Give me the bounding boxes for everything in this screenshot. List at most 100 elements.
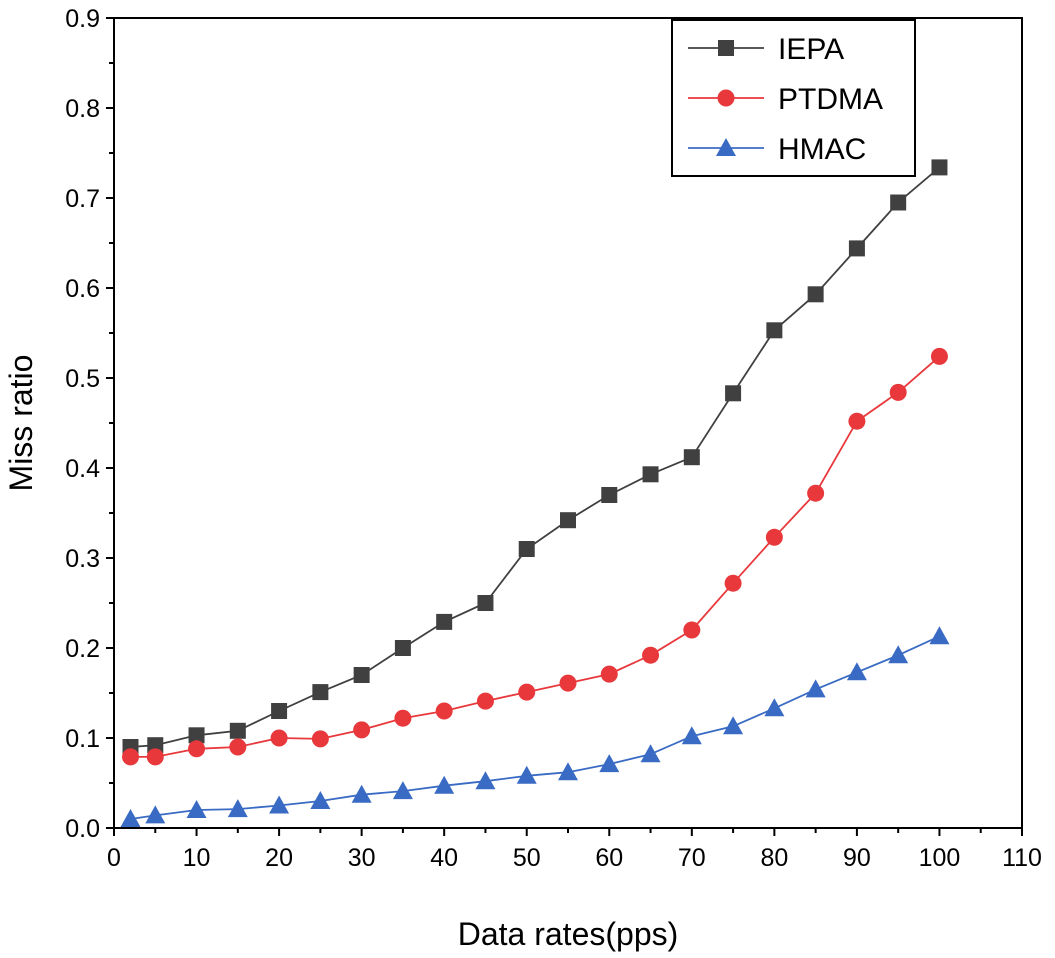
data-point-ptdma [518, 683, 536, 701]
data-point-ptdma [353, 721, 371, 739]
data-point-hmac [599, 754, 620, 773]
data-point-iepa [147, 737, 164, 754]
data-point-ptdma [930, 347, 948, 365]
data-point-hmac [805, 679, 826, 698]
data-point-ptdma [270, 729, 288, 747]
data-point-hmac [475, 771, 496, 790]
y-tick-label: 0.5 [65, 365, 100, 393]
y-axis: 0.0 0.1 0.2 0.3 0.4 0.5 0.6 0.7 0.8 0.9 [65, 5, 114, 843]
data-point-hmac [516, 765, 537, 784]
data-point-hmac [120, 809, 141, 827]
data-point-ptdma [807, 484, 825, 502]
data-point-ptdma [724, 574, 742, 592]
data-point-ptdma [476, 692, 494, 710]
data-point-ptdma [122, 748, 140, 766]
data-point-hmac [227, 799, 248, 818]
data-point-hmac [310, 791, 331, 809]
y-tick-label: 0.4 [65, 455, 100, 483]
x-tick-label: 70 [678, 844, 706, 872]
x-tick-label: 20 [265, 844, 293, 872]
data-point-hmac [723, 716, 744, 735]
data-point-hmac [681, 726, 702, 745]
data-point-iepa [353, 667, 370, 683]
data-point-ptdma [435, 702, 453, 720]
data-point-iepa [188, 727, 205, 744]
data-point-ptdma [600, 665, 618, 683]
x-tick-label: 80 [760, 844, 788, 872]
legend-item-iepa: IEPA [688, 33, 844, 66]
data-point-hmac [846, 662, 867, 681]
y-tick-label: 0.7 [65, 185, 100, 213]
data-point-ptdma [394, 709, 412, 727]
data-point-iepa [229, 722, 246, 739]
data-point-iepa [931, 159, 948, 176]
data-point-iepa [725, 385, 742, 402]
legend-marker [716, 138, 736, 156]
x-tick-label: 0 [107, 844, 121, 872]
legend-marker [717, 89, 735, 107]
y-tick-label: 0.6 [65, 275, 100, 303]
data-point-ptdma [765, 528, 783, 546]
data-point-ptdma [188, 740, 206, 758]
data-point-iepa [766, 322, 783, 339]
legend-marker [718, 40, 734, 56]
data-point-iepa [477, 595, 494, 611]
data-point-iepa [394, 640, 411, 656]
data-point-hmac [145, 805, 166, 824]
series-hmac [120, 626, 950, 827]
legend: IEPA PTDMA HMAC [671, 19, 916, 177]
legend-label: IEPA [778, 33, 844, 66]
y-axis-title: Miss ratio [3, 355, 39, 492]
x-tick-label: 30 [348, 844, 376, 872]
data-point-ptdma [559, 674, 577, 692]
data-point-hmac [434, 775, 455, 794]
legend-label: HMAC [778, 133, 866, 166]
data-point-ptdma [642, 646, 660, 664]
data-point-iepa [848, 240, 865, 257]
data-point-ptdma [146, 748, 164, 766]
data-point-iepa [683, 449, 700, 466]
x-tick-label: 50 [513, 844, 541, 872]
x-tick-label: 60 [595, 844, 623, 872]
data-point-hmac [888, 645, 909, 664]
data-point-hmac [929, 626, 950, 645]
y-tick-label: 0.1 [65, 725, 100, 753]
legend-item-hmac: HMAC [688, 133, 866, 166]
data-point-ptdma [683, 621, 701, 639]
data-point-iepa [518, 541, 535, 557]
data-point-iepa [436, 613, 453, 630]
x-tick-label: 110 [1002, 844, 1042, 872]
y-tick-label: 0.0 [65, 815, 100, 843]
data-point-iepa [312, 684, 329, 701]
data-point-iepa [890, 194, 907, 211]
series-line-iepa [130, 166, 941, 748]
data-point-hmac [558, 762, 578, 781]
x-tick-label: 40 [430, 844, 458, 872]
data-point-hmac [764, 698, 785, 717]
data-point-iepa [807, 286, 824, 303]
data-point-hmac [640, 744, 661, 763]
data-point-iepa [560, 512, 576, 529]
data-point-ptdma [848, 412, 866, 430]
legend-label: PTDMA [778, 83, 883, 116]
data-point-hmac [351, 784, 372, 803]
data-point-iepa [271, 703, 288, 719]
data-point-ptdma [889, 383, 907, 401]
x-tick-label: 90 [843, 844, 871, 872]
series-iepa [122, 159, 948, 755]
data-point-hmac [186, 800, 207, 818]
data-point-hmac [269, 795, 290, 814]
data-point-iepa [601, 487, 618, 503]
data-point-ptdma [229, 738, 247, 756]
x-axis: 0 10 20 30 40 50 60 70 80 90 100 110 [107, 828, 1042, 872]
x-tick-label: 100 [919, 844, 961, 872]
data-point-ptdma [311, 730, 329, 748]
data-point-iepa [642, 466, 659, 483]
y-tick-label: 0.2 [65, 635, 100, 663]
y-tick-label: 0.8 [65, 95, 100, 123]
y-tick-label: 0.9 [65, 5, 100, 33]
series-layer [120, 159, 950, 827]
series-line-hmac [130, 635, 940, 820]
x-axis-title: Data rates(pps) [458, 916, 679, 952]
